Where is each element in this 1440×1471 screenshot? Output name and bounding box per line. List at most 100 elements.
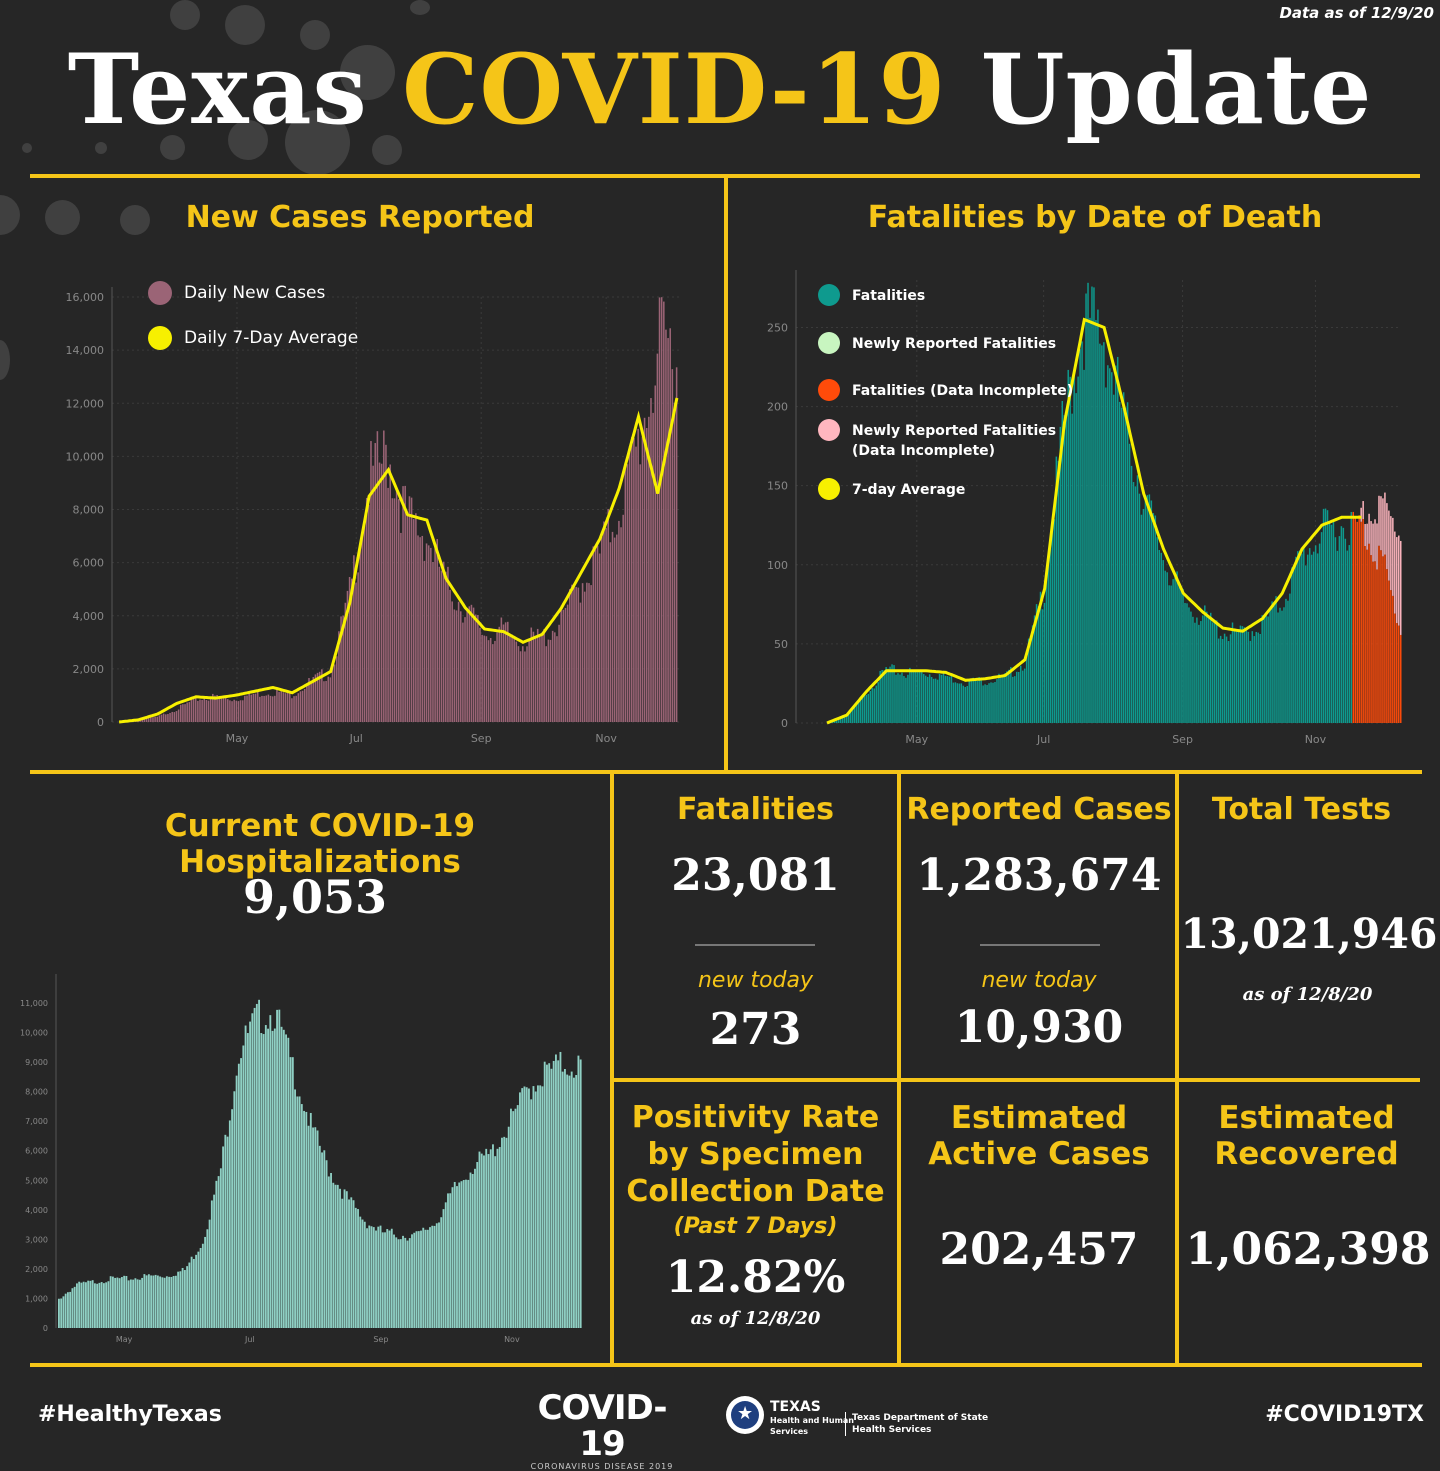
hospitalization-bar (123, 1276, 125, 1328)
fatality-bar (1345, 539, 1346, 723)
hospitalization-bar (481, 1154, 483, 1328)
hospitalization-bar (335, 1185, 337, 1328)
positivity-label-4: (Past 7 Days) (614, 1214, 897, 1239)
newly-reported-incomplete-bar (1390, 516, 1391, 590)
hospitalization-bar (470, 1173, 472, 1328)
fatality-bar (1291, 567, 1292, 723)
fatality-bar (1067, 370, 1068, 723)
hospitalization-bar (413, 1233, 415, 1328)
fatality-bar (864, 693, 865, 723)
hospitalization-bar (346, 1191, 348, 1328)
case-bar (240, 700, 242, 722)
fatality-bar (1178, 585, 1179, 723)
case-bar (370, 441, 372, 722)
fatality-bar (949, 677, 950, 723)
fatality-bar (1143, 509, 1144, 723)
case-bar (165, 714, 167, 722)
hospitalization-bar (375, 1231, 377, 1328)
case-bar (272, 696, 274, 722)
case-bar (509, 635, 511, 722)
fatality-bar (933, 679, 934, 723)
legend-label: Daily 7-Day Average (184, 328, 358, 348)
fatality-bar (919, 671, 920, 723)
y-tick-label: 100 (767, 559, 788, 572)
hospitalization-bar (573, 1078, 575, 1328)
fatality-bar (929, 674, 930, 723)
hospitalization-bar (191, 1257, 193, 1328)
hospitalization-bar (499, 1147, 501, 1328)
fatality-bar (911, 671, 912, 723)
case-bar (539, 637, 541, 722)
hospitalization-bar (479, 1152, 481, 1328)
hospitalization-bar (195, 1255, 197, 1328)
hospitalization-bar (119, 1278, 121, 1328)
case-bar (407, 516, 409, 722)
hospitalization-bar (139, 1280, 141, 1328)
fatality-bar (1048, 564, 1049, 723)
fatality-bar (1210, 613, 1211, 723)
x-tick-label: Sep (1172, 733, 1193, 746)
newly-reported-incomplete-bar (1378, 496, 1379, 546)
y-tick-label: 6,000 (25, 1147, 48, 1156)
hospitalization-bar (476, 1162, 478, 1328)
case-bar (156, 717, 158, 722)
case-bar (385, 445, 387, 722)
hospitalization-bar (353, 1200, 355, 1328)
fatality-bar (1194, 623, 1195, 723)
hospitalization-bar (303, 1111, 305, 1328)
fatality-bar (1232, 623, 1233, 723)
fatality-bar (1145, 496, 1146, 723)
case-bar (171, 712, 173, 722)
fatality-bar (1162, 560, 1163, 723)
hospitalization-bar (508, 1127, 510, 1328)
hospitalization-bar (402, 1236, 404, 1328)
case-bar (477, 615, 479, 722)
agency-line-1: TEXAS (770, 1400, 854, 1415)
case-bar (654, 385, 656, 722)
fatality-bar (1343, 528, 1344, 723)
recovered-value: 1,062,398 (1179, 1224, 1437, 1275)
case-bar (580, 603, 582, 722)
hospitalization-bar (134, 1278, 136, 1328)
fatality-bar (1212, 622, 1213, 723)
hospitalization-bar (242, 1045, 244, 1328)
case-bar (511, 635, 513, 722)
fatality-bar (1024, 669, 1025, 723)
case-bar (633, 438, 635, 722)
hospitalization-bar (546, 1065, 548, 1328)
case-bar (644, 418, 646, 722)
fatality-bar (1386, 569, 1387, 723)
texas-seal-icon: ★ (726, 1396, 764, 1434)
hospitalization-bar (328, 1176, 330, 1328)
case-bar (242, 700, 244, 722)
case-bar (176, 711, 178, 722)
fatality-bar (1095, 320, 1096, 723)
hospitalization-bar (391, 1229, 393, 1328)
case-bar (479, 628, 481, 722)
case-bar (360, 548, 362, 722)
fatality-bar (862, 695, 863, 723)
hospitalization-bar (143, 1274, 145, 1328)
divider (724, 178, 728, 772)
fatality-bar (1166, 572, 1167, 723)
hospitalization-bar (452, 1187, 454, 1328)
fatality-bar (1151, 500, 1152, 723)
legend-marker (148, 326, 172, 350)
case-bar (231, 701, 233, 722)
title-covid: COVID-19 (402, 33, 946, 146)
case-bar (289, 692, 291, 722)
case-bar (460, 611, 462, 722)
fatality-bar (1234, 629, 1235, 723)
fatality-bar (1141, 515, 1142, 723)
case-bar (605, 528, 607, 722)
case-bar (650, 398, 652, 722)
case-bar (206, 700, 208, 722)
decor-bubble (410, 0, 430, 15)
case-bar (533, 632, 535, 722)
fatality-bar (1271, 601, 1272, 723)
hospitalization-bar (492, 1144, 494, 1328)
hospitalization-bar (224, 1135, 226, 1328)
fatality-bar (1329, 522, 1330, 723)
fatality-bar (937, 680, 938, 723)
x-tick-label: Sep (373, 1335, 388, 1344)
